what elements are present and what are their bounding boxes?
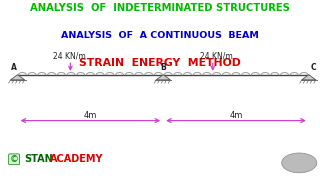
Polygon shape xyxy=(11,75,25,80)
Text: 24 KN/m: 24 KN/m xyxy=(53,51,85,60)
Polygon shape xyxy=(156,75,170,80)
Polygon shape xyxy=(302,75,316,80)
Text: A: A xyxy=(11,63,16,72)
Text: B: B xyxy=(161,63,166,72)
Text: ACADEMY: ACADEMY xyxy=(50,154,103,164)
Circle shape xyxy=(282,153,317,173)
Text: ANALYSIS  OF  INDETERMINATED STRUCTURES: ANALYSIS OF INDETERMINATED STRUCTURES xyxy=(30,3,290,13)
Text: STAN: STAN xyxy=(24,154,53,164)
Text: ANALYSIS  OF  A CONTINUOUS  BEAM: ANALYSIS OF A CONTINUOUS BEAM xyxy=(61,31,259,40)
Text: C: C xyxy=(310,63,316,72)
Text: STRAIN  ENERGY  METHOD: STRAIN ENERGY METHOD xyxy=(79,58,241,68)
Text: 24 KN/m: 24 KN/m xyxy=(200,51,233,60)
Text: ©: © xyxy=(10,155,19,164)
Text: 4m: 4m xyxy=(84,111,97,120)
Text: 4m: 4m xyxy=(229,111,243,120)
